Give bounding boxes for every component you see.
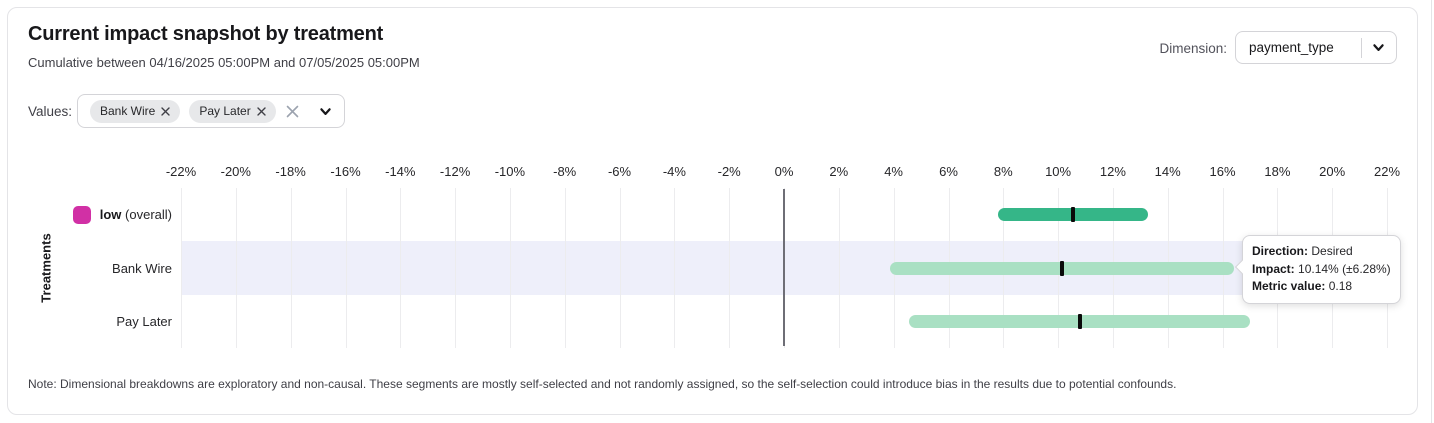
gridline <box>729 188 731 348</box>
remove-chip-icon[interactable] <box>257 106 266 116</box>
gridline <box>838 188 840 348</box>
x-tick-label: 2% <box>829 164 849 179</box>
row-label-text: Bank Wire <box>112 260 172 276</box>
x-tick-label: -20% <box>220 164 251 179</box>
x-tick-label: 8% <box>993 164 1013 179</box>
x-tick-label: -14% <box>385 164 416 179</box>
x-tick-label: 10% <box>1045 164 1072 179</box>
gridline <box>345 188 347 348</box>
footnote: Note: Dimensional breakdowns are explora… <box>28 377 1177 391</box>
date-range-subtitle: Cumulative between 04/16/2025 05:00PM an… <box>28 55 420 70</box>
x-tick-label: 20% <box>1319 164 1346 179</box>
impact-point-marker <box>1059 260 1064 276</box>
x-tick-label: -6% <box>607 164 632 179</box>
page-right-divider <box>1431 0 1432 423</box>
impact-point-marker <box>1077 313 1082 329</box>
x-tick-label: -12% <box>439 164 471 179</box>
x-tick-label: -16% <box>330 164 361 179</box>
gridline <box>619 188 621 348</box>
x-tick-label: -4% <box>662 164 686 179</box>
dimension-selected-value: payment_type <box>1249 40 1334 55</box>
treatment-row-label: Bank Wire <box>0 257 172 279</box>
treatment-row-label: low (overall) <box>0 204 172 226</box>
tooltip: Direction: Desired Impact: 10.14% (±6.28… <box>1234 235 1401 304</box>
impact-point-marker <box>1071 207 1076 223</box>
remove-chip-icon[interactable] <box>161 106 171 116</box>
x-tick-label: -8% <box>553 164 577 179</box>
gridline <box>455 188 457 348</box>
x-tick-label: -10% <box>494 164 526 179</box>
gridline <box>674 188 676 348</box>
row-label-text: low (overall) <box>99 207 172 223</box>
x-tick-label: 22% <box>1373 164 1401 179</box>
x-tick-label: 0% <box>774 164 794 179</box>
x-tick-label: 6% <box>939 164 958 179</box>
x-tick-label: 4% <box>884 164 903 179</box>
treatment-row-label: Pay Later <box>0 310 172 332</box>
select-divider <box>1361 37 1362 58</box>
gridline <box>564 188 566 348</box>
x-tick-label: 18% <box>1264 164 1291 179</box>
gridline <box>509 188 511 348</box>
x-tick-label: 12% <box>1099 164 1126 179</box>
y-axis-title: Treatments <box>38 233 54 303</box>
chip-label: Bank Wire <box>100 104 156 118</box>
x-tick-label: -2% <box>717 164 741 179</box>
legend-swatch <box>72 205 91 224</box>
value-chip-bank-wire[interactable]: Bank Wire <box>90 99 181 123</box>
gridline <box>181 188 182 348</box>
impact-snapshot-card <box>7 7 1418 415</box>
chip-label: Pay Later <box>199 104 251 118</box>
x-tick-label: 16% <box>1209 164 1236 179</box>
x-tick-label: -18% <box>275 164 306 179</box>
clear-values-icon[interactable] <box>285 104 300 119</box>
x-tick-label: -22% <box>165 164 197 179</box>
dimension-label: Dimension: <box>1159 41 1227 56</box>
values-label: Values: <box>28 104 73 119</box>
gridline <box>235 188 237 348</box>
page-title: Current impact snapshot by treatment <box>28 23 384 45</box>
chevron-down-icon[interactable] <box>318 104 333 119</box>
values-multiselect[interactable]: Bank Wire Pay Later <box>77 94 345 128</box>
chevron-down-icon[interactable] <box>1371 40 1386 55</box>
row-label-text: Pay Later <box>116 313 172 329</box>
dimension-select[interactable]: payment_type <box>1235 31 1397 64</box>
x-tick-label: 14% <box>1154 164 1181 179</box>
tooltip-line-impact: Impact: 10.14% (±6.28%) <box>1252 261 1391 276</box>
tooltip-line-direction: Direction: Desired <box>1252 244 1353 258</box>
gridline <box>290 188 292 348</box>
tooltip-line-metric: Metric value: 0.18 <box>1252 279 1353 293</box>
value-chip-pay-later[interactable]: Pay Later <box>189 99 276 123</box>
zero-axis-line <box>783 189 785 346</box>
gridline <box>400 188 402 348</box>
